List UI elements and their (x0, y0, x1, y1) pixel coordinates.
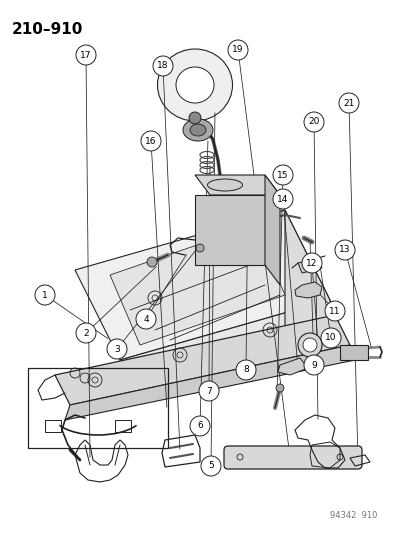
Polygon shape (120, 300, 329, 390)
Circle shape (76, 323, 96, 343)
Text: 6: 6 (197, 422, 202, 431)
Text: 3: 3 (114, 344, 120, 353)
Ellipse shape (190, 124, 206, 136)
Circle shape (107, 339, 127, 359)
Circle shape (199, 381, 218, 401)
Polygon shape (264, 175, 279, 285)
Bar (45, 420, 61, 432)
Polygon shape (297, 258, 321, 273)
Text: 2: 2 (83, 328, 89, 337)
Circle shape (147, 257, 157, 267)
Circle shape (35, 285, 55, 305)
Circle shape (153, 56, 173, 76)
Circle shape (297, 333, 321, 357)
Circle shape (136, 309, 156, 329)
Text: 11: 11 (328, 306, 340, 316)
Circle shape (235, 360, 255, 380)
Text: 8: 8 (242, 366, 248, 375)
Polygon shape (55, 315, 349, 405)
Ellipse shape (157, 49, 232, 121)
Text: 5: 5 (208, 462, 214, 471)
Circle shape (190, 416, 209, 436)
Text: 21: 21 (342, 99, 354, 108)
Text: 20: 20 (308, 117, 319, 126)
Text: 18: 18 (157, 61, 169, 70)
Polygon shape (339, 345, 367, 360)
Circle shape (338, 93, 358, 113)
Circle shape (189, 112, 201, 124)
Text: 9: 9 (311, 360, 316, 369)
Polygon shape (75, 210, 329, 360)
Polygon shape (195, 195, 264, 265)
Polygon shape (277, 358, 307, 375)
Polygon shape (294, 282, 321, 298)
Circle shape (302, 338, 316, 352)
Circle shape (141, 131, 161, 151)
Text: 16: 16 (145, 136, 157, 146)
Circle shape (76, 45, 96, 65)
Text: 10: 10 (325, 334, 336, 343)
Ellipse shape (207, 179, 242, 191)
Text: 17: 17 (80, 51, 92, 60)
Bar (115, 420, 131, 432)
Ellipse shape (183, 119, 212, 141)
Text: 15: 15 (277, 171, 288, 180)
Ellipse shape (176, 67, 214, 103)
Circle shape (228, 40, 247, 60)
Polygon shape (110, 225, 284, 345)
Text: 7: 7 (206, 386, 211, 395)
Polygon shape (195, 175, 279, 195)
Text: 14: 14 (277, 195, 288, 204)
Polygon shape (65, 345, 354, 420)
Circle shape (201, 456, 221, 476)
Text: 94342  910: 94342 910 (329, 511, 377, 520)
Circle shape (303, 112, 323, 132)
Text: 4: 4 (143, 314, 148, 324)
Text: 12: 12 (306, 259, 317, 268)
Polygon shape (284, 210, 329, 330)
Circle shape (303, 355, 323, 375)
FancyBboxPatch shape (223, 446, 361, 469)
Circle shape (272, 165, 292, 185)
Circle shape (324, 301, 344, 321)
Circle shape (320, 328, 340, 348)
Text: 210–910: 210–910 (12, 22, 83, 37)
Circle shape (195, 244, 204, 252)
Circle shape (272, 189, 292, 209)
Circle shape (334, 240, 354, 260)
Bar (28, 368, 168, 448)
Circle shape (275, 384, 283, 392)
Text: 19: 19 (232, 45, 243, 54)
Circle shape (301, 253, 321, 273)
Text: 1: 1 (42, 290, 48, 300)
Text: 13: 13 (338, 246, 350, 254)
